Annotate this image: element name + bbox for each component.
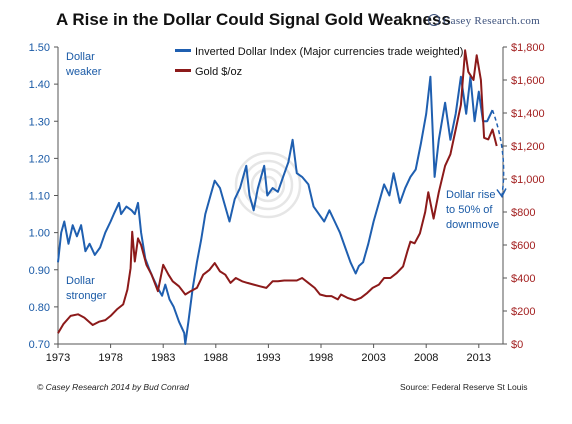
- left-tick-label: 0.90: [29, 265, 50, 277]
- x-tick-label: 1998: [309, 352, 333, 364]
- brand-mark-icon: [428, 14, 440, 26]
- annotation-dollar-rise: Dollar rise to 50% of downmove: [446, 188, 499, 233]
- left-tick-label: 1.30: [29, 116, 50, 128]
- watermark-ring: [242, 159, 294, 211]
- x-tick-label: 2013: [467, 352, 491, 364]
- right-tick-label: $600: [511, 240, 535, 252]
- chart-title: A Rise in the Dollar Could Signal Gold W…: [56, 10, 451, 29]
- left-tick-label: 1.40: [29, 79, 50, 91]
- x-tick-label: 2008: [414, 352, 438, 364]
- left-tick-label: 1.50: [29, 42, 50, 54]
- x-tick-label: 1978: [98, 352, 122, 364]
- legend-gold-label: Gold $/oz: [195, 66, 243, 78]
- right-tick-label: $1,400: [511, 108, 545, 120]
- x-tick-label: 1983: [151, 352, 175, 364]
- annotation-dollar-stronger: Dollar stronger: [66, 274, 106, 304]
- left-tick-label: 0.80: [29, 302, 50, 314]
- footer-source: Source: Federal Reserve St Louis: [400, 382, 528, 392]
- annotation-line: Dollar: [66, 51, 95, 63]
- legend-dollar: Inverted Dollar Index (Major currencies …: [175, 46, 463, 58]
- projection-dashed-line: [491, 109, 505, 196]
- x-tick-label: 2003: [361, 352, 385, 364]
- footer-credit: © Casey Research 2014 by Bud Conrad: [37, 382, 189, 392]
- annotation-line: weaker: [66, 66, 102, 78]
- annotation-line: stronger: [66, 290, 107, 302]
- series-line-dollar-index: [57, 75, 494, 345]
- annotation-line: downmove: [446, 219, 500, 231]
- right-tick-label: $1,200: [511, 141, 545, 153]
- legend-gold-swatch: [175, 69, 191, 72]
- right-tick-label: $1,000: [511, 174, 545, 186]
- series-line-gold: [57, 49, 498, 334]
- right-tick-label: $400: [511, 273, 535, 285]
- right-tick-label: $0: [511, 339, 523, 351]
- watermark-target-icon: [234, 151, 302, 219]
- projection-arrow-icon: [496, 188, 507, 198]
- watermark-ring: [258, 175, 278, 195]
- annotation-line: Dollar rise: [446, 189, 496, 201]
- right-tick-label: $1,600: [511, 75, 545, 87]
- legend-dollar-label: Inverted Dollar Index (Major currencies …: [195, 46, 464, 58]
- x-tick-label: 1993: [256, 352, 280, 364]
- brand-logo: Casey Research.com: [428, 14, 540, 27]
- legend-dollar-swatch: [175, 49, 191, 52]
- annotation-line: Dollar: [66, 275, 95, 287]
- right-tick-label: $200: [511, 306, 535, 318]
- annotation-line: to 50% of: [446, 204, 493, 216]
- right-tick-label: $800: [511, 207, 535, 219]
- x-tick-label: 1988: [204, 352, 228, 364]
- annotation-dollar-weaker: Dollar weaker: [66, 50, 101, 80]
- left-tick-label: 0.70: [29, 339, 50, 351]
- left-tick-label: 1.20: [29, 153, 50, 165]
- watermark-ring: [250, 167, 286, 203]
- legend-gold: Gold $/oz: [175, 66, 242, 78]
- watermark-ring: [234, 151, 302, 219]
- left-tick-label: 1.00: [29, 228, 50, 240]
- brand-text: Casey Research.com: [443, 15, 541, 27]
- left-tick-label: 1.10: [29, 191, 50, 203]
- right-tick-label: $1,800: [511, 42, 545, 54]
- x-tick-label: 1973: [46, 352, 70, 364]
